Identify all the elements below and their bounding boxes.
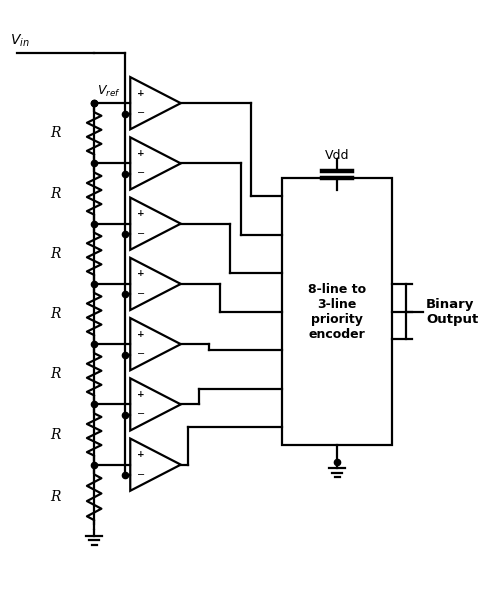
Text: −: − xyxy=(137,229,144,238)
Text: +: + xyxy=(137,89,144,98)
Text: +: + xyxy=(137,269,144,278)
Text: $V_{in}$: $V_{in}$ xyxy=(10,33,30,49)
Text: +: + xyxy=(137,451,144,459)
Text: R: R xyxy=(50,126,61,140)
Text: R: R xyxy=(50,427,61,441)
Text: −: − xyxy=(137,108,144,118)
Text: +: + xyxy=(137,209,144,218)
Text: +: + xyxy=(137,149,144,158)
Text: −: − xyxy=(137,289,144,299)
Text: Binary
Output: Binary Output xyxy=(426,297,478,325)
Text: R: R xyxy=(50,187,61,201)
Text: +: + xyxy=(137,330,144,339)
Text: Vdd: Vdd xyxy=(325,150,350,162)
Text: R: R xyxy=(50,307,61,321)
Text: −: − xyxy=(137,168,144,178)
Text: R: R xyxy=(50,247,61,261)
Text: 8-line to
3-line
priority
encoder: 8-line to 3-line priority encoder xyxy=(308,283,366,340)
Text: −: − xyxy=(137,349,144,359)
Bar xyxy=(282,179,392,444)
Text: $V_{ref}$: $V_{ref}$ xyxy=(97,84,120,99)
Text: +: + xyxy=(137,390,144,399)
Text: −: − xyxy=(137,469,144,480)
Text: R: R xyxy=(50,367,61,381)
Text: R: R xyxy=(50,490,61,504)
Text: −: − xyxy=(137,409,144,420)
